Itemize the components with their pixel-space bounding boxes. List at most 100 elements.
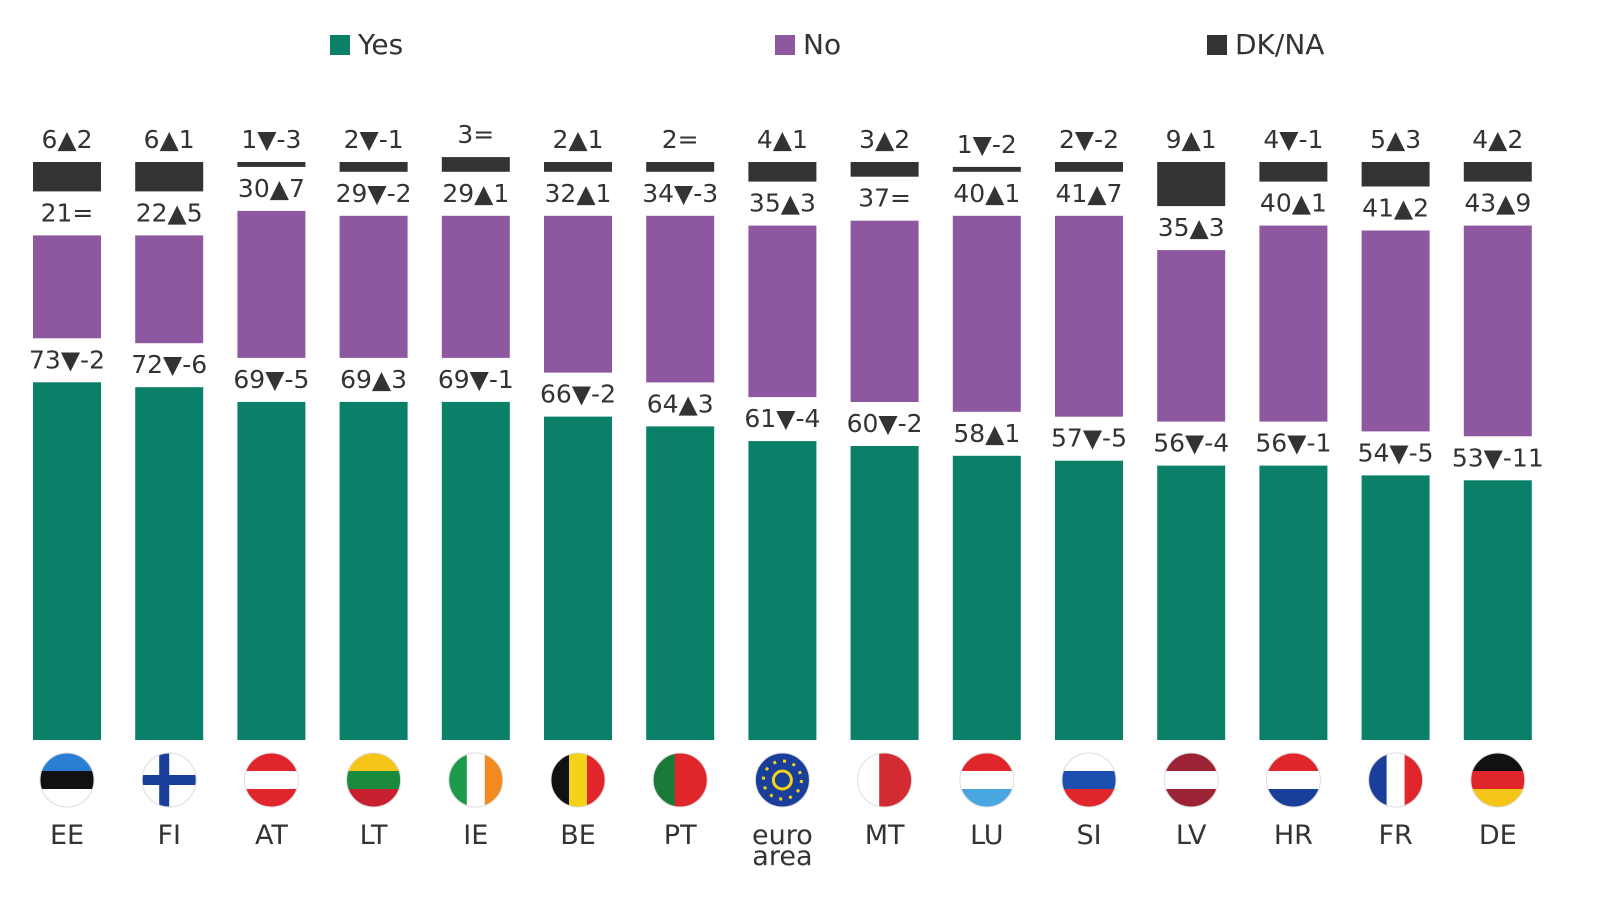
flag-stripe: [587, 753, 605, 807]
value-label: 29▼-2: [336, 179, 412, 208]
bar-segment: [33, 382, 101, 740]
flag: [448, 753, 503, 807]
category-label: LU: [970, 820, 1004, 851]
value-label: 56▼-1: [1255, 429, 1331, 458]
bar-segment: [544, 215, 612, 373]
value-label: 40▲1: [953, 179, 1020, 208]
bar-segment: [850, 220, 919, 402]
bar-segment: [339, 162, 408, 172]
flag-stripe: [244, 789, 299, 807]
value-label: 69▼-1: [438, 365, 514, 394]
value-label: 58▲1: [953, 419, 1020, 448]
category-label: PT: [663, 820, 697, 851]
bar-segment: [1259, 465, 1328, 740]
category-label: MT: [864, 820, 905, 851]
value-label: 61▼-4: [744, 404, 820, 433]
bar-segment: [952, 455, 1021, 740]
bar-segment: [1361, 475, 1430, 740]
flag-stripe: [1062, 771, 1116, 790]
bar-segment: [952, 166, 1021, 172]
flag-stripe: [1404, 753, 1423, 807]
value-label: 30▲7: [238, 174, 305, 203]
flag-stripe: [466, 753, 486, 807]
bar-segment: [237, 401, 306, 740]
flag-outline: [652, 752, 708, 808]
flag: [1266, 753, 1321, 807]
value-label: 56▼-4: [1153, 429, 1229, 458]
bar-segment: [850, 446, 919, 740]
flag-stripe: [484, 753, 503, 807]
bar-segment: [646, 162, 715, 172]
bar-segment: [544, 162, 612, 172]
value-label: 4▲1: [757, 125, 808, 154]
value-label: 29▲1: [442, 179, 509, 208]
value-label: 54▼-5: [1358, 438, 1434, 467]
flag-stripe: [1266, 753, 1321, 772]
bar-segment: [135, 235, 204, 344]
category-label: LT: [359, 820, 388, 851]
value-label: 57▼-5: [1051, 424, 1127, 453]
flag-stripe: [959, 771, 1014, 790]
value-label: 60▼-2: [847, 409, 923, 438]
bar-segment: [441, 401, 510, 740]
euro-sign: [771, 769, 793, 791]
flag: [755, 753, 810, 807]
bar-segment: [1463, 162, 1532, 182]
legend-label: Yes: [357, 28, 403, 61]
flag-stripe: [569, 753, 588, 807]
flag-stripe: [244, 771, 299, 790]
flag: [1062, 753, 1116, 807]
category-label: IE: [463, 820, 489, 851]
bar-segment: [544, 416, 612, 740]
flag-stripe: [1164, 789, 1219, 807]
value-label: 35▲3: [749, 189, 816, 218]
value-label: 35▲3: [1158, 213, 1225, 242]
flag-stripe: [346, 771, 401, 790]
flag-cross: [159, 753, 170, 807]
bar-segment: [748, 162, 817, 182]
value-label: 22▲5: [136, 198, 203, 227]
value-label: 73▼-2: [29, 345, 105, 374]
value-label: 4▲2: [1472, 125, 1523, 154]
category-label: EE: [49, 820, 85, 851]
flag: [1368, 753, 1423, 807]
flag-outline: [857, 752, 913, 808]
flag-outline: [141, 752, 197, 808]
bar-segment: [1055, 215, 1123, 417]
bar-segment: [1463, 225, 1532, 437]
bar-segment: [646, 215, 715, 383]
flag: [1164, 753, 1219, 807]
bar-segment: [237, 162, 306, 167]
category-label: AT: [254, 820, 288, 851]
flag-stripe: [40, 753, 94, 772]
flag-stripe: [346, 789, 401, 807]
flag: [551, 753, 605, 807]
bar-segment: [1259, 225, 1328, 422]
bar-segment: [339, 215, 408, 358]
category-label: FR: [1378, 820, 1413, 851]
flag-stripe: [1470, 789, 1525, 807]
category-label: LV: [1175, 820, 1207, 851]
flag: [1470, 753, 1525, 807]
bar-segment: [1055, 162, 1123, 172]
flag-outline: [39, 752, 95, 808]
value-label: 32▲1: [545, 179, 612, 208]
bar-segment: [441, 215, 510, 358]
flag: [40, 753, 94, 807]
flag: [653, 753, 708, 807]
legend-label: DK/NA: [1235, 28, 1324, 61]
flag-outline: [1265, 752, 1321, 808]
value-label: 1▼-3: [241, 125, 301, 154]
value-label: 69▲3: [340, 365, 407, 394]
flag-outline: [448, 752, 504, 808]
value-label: 6▲1: [144, 125, 195, 154]
category-label: DE: [1478, 820, 1517, 851]
bar-segment: [1463, 480, 1532, 740]
flag-stripe: [1386, 753, 1406, 807]
flag-stripe: [448, 753, 468, 807]
euro-stars: [761, 759, 803, 801]
flag-stripe: [1266, 789, 1321, 807]
flag-stripe: [959, 753, 1014, 772]
bar-segment: [748, 441, 817, 740]
